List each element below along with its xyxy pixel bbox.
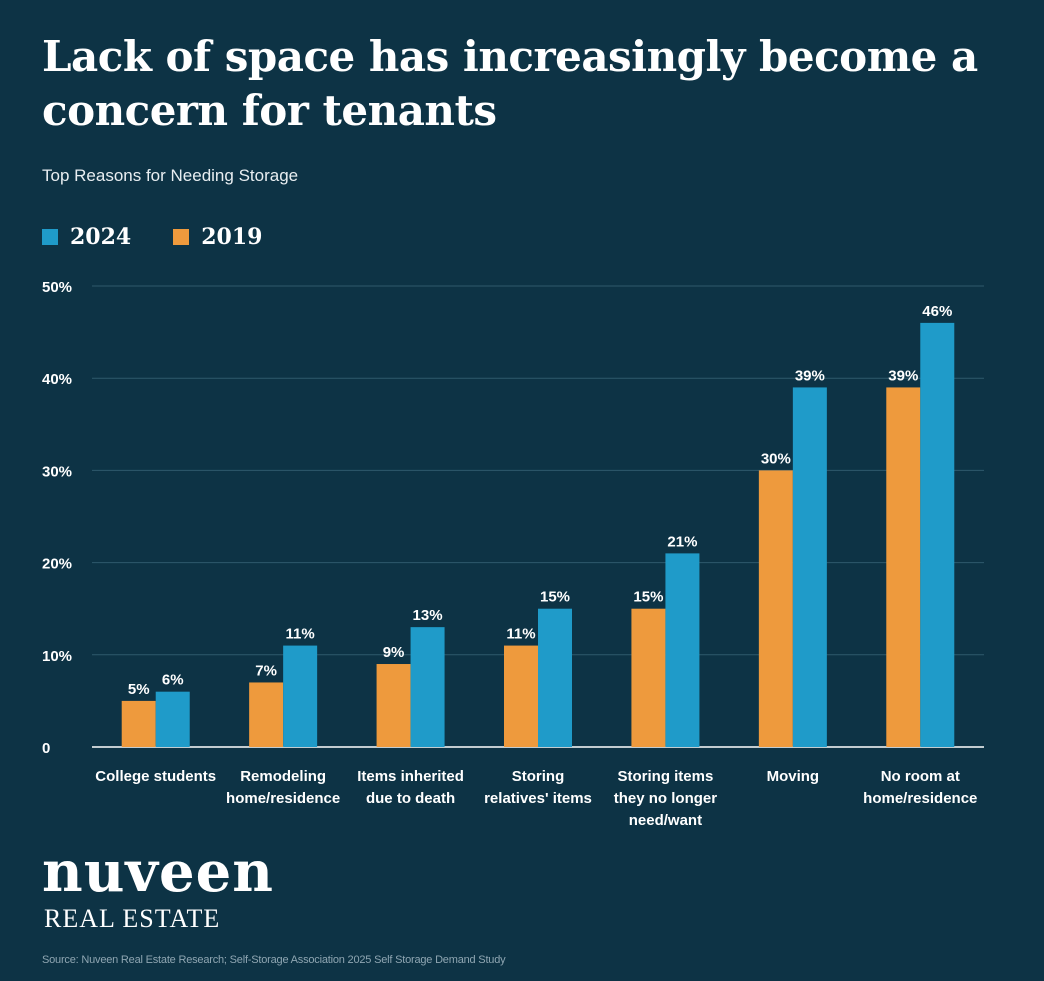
chart-title: Lack of space has increasingly become a … (42, 32, 978, 135)
bar-label-2024-0: 6% (162, 672, 184, 689)
bar-label-2024-1: 11% (286, 626, 315, 643)
x-tick-label-line: home/residence (863, 790, 977, 807)
x-tick-label-line: Items inherited (357, 768, 464, 785)
y-tick-label-50: 50% (42, 279, 72, 296)
x-tick-label-4: Storing items they no longer need/want (614, 768, 718, 829)
x-tick-label-line: Storing (512, 768, 565, 785)
bar-2019-1 (249, 682, 284, 747)
y-tick-label-40: 40% (42, 371, 72, 388)
legend-label-2024: 2024 (70, 224, 132, 250)
bar-label-2019-1: 7% (255, 662, 277, 679)
y-tick-label-20: 20% (42, 556, 72, 573)
bar-2024-1 (283, 645, 318, 747)
bar-2019-4 (631, 608, 666, 747)
bar-label-2019-3: 11% (506, 626, 535, 643)
nuveen-logo: nuveen (42, 839, 274, 905)
bar-label-2019-4: 15% (633, 589, 663, 606)
bar-2024-6 (920, 322, 955, 747)
x-tick-label-line: due to death (366, 790, 455, 807)
x-tick-label-6: No room at home/residence (863, 768, 977, 807)
bar-label-2024-5: 39% (795, 367, 825, 384)
bar-label-2024-3: 15% (540, 589, 570, 606)
bar-label-2024-2: 13% (413, 607, 443, 624)
legend-swatch-2024 (42, 229, 58, 245)
bar-2019-5 (758, 470, 793, 747)
bar-label-2024-4: 21% (667, 533, 697, 550)
x-tick-label-line: Moving (767, 768, 820, 785)
bar-label-2019-2: 9% (383, 644, 405, 661)
bar-label-2024-6: 46% (922, 303, 952, 320)
x-tick-label-line: they no longer (614, 790, 718, 807)
bar-2024-3 (538, 608, 572, 747)
x-tick-label-line: home/residence (226, 790, 340, 807)
y-tick-label-0: 0 (42, 740, 50, 757)
bar-2024-4 (665, 553, 700, 747)
bar-2019-2 (376, 664, 411, 747)
x-tick-label-line: College students (95, 768, 216, 785)
y-tick-label-10: 10% (42, 648, 72, 665)
x-tick-label-0: College students (95, 768, 216, 785)
bar-2024-0 (155, 691, 190, 747)
x-tick-label-2: Items inherited due to death (357, 768, 464, 807)
bar-label-2019-5: 30% (761, 450, 791, 467)
source-note: Source: Nuveen Real Estate Research; Sel… (42, 954, 506, 966)
x-tick-label-line: Storing items (617, 768, 713, 785)
bar-chart: 0 10% 20% 30% 40% 50% 5% 6% College students 7% 11… (42, 279, 984, 829)
x-tick-label-line: No room at (881, 768, 960, 785)
bar-2019-6 (886, 387, 921, 747)
legend-item-2019: 2019 (173, 224, 262, 250)
bar-label-2019-0: 5% (128, 681, 150, 698)
real-estate-label: REAL ESTATE (44, 904, 221, 933)
legend-item-2024: 2024 (42, 224, 131, 250)
legend-label-2019: 2019 (201, 224, 263, 250)
bar-2024-2 (410, 627, 445, 747)
x-tick-label-3: Storing relatives' items (484, 768, 592, 807)
legend-swatch-2019 (173, 229, 190, 245)
x-tick-label-5: Moving (767, 768, 820, 785)
bar-2019-0 (121, 700, 156, 747)
y-tick-label-30: 30% (42, 463, 72, 480)
bar-2019-3 (504, 645, 538, 747)
x-tick-label-line: need/want (629, 812, 702, 829)
chart-subtitle: Top Reasons for Needing Storage (42, 166, 299, 185)
x-tick-label-1: Remodeling home/residence (226, 768, 340, 807)
x-tick-label-line: Remodeling (240, 768, 326, 785)
bar-2024-5 (792, 387, 827, 747)
legend: 2024 2019 (42, 224, 304, 250)
bar-label-2019-6: 39% (888, 367, 918, 384)
x-tick-label-line: relatives' items (484, 790, 592, 807)
